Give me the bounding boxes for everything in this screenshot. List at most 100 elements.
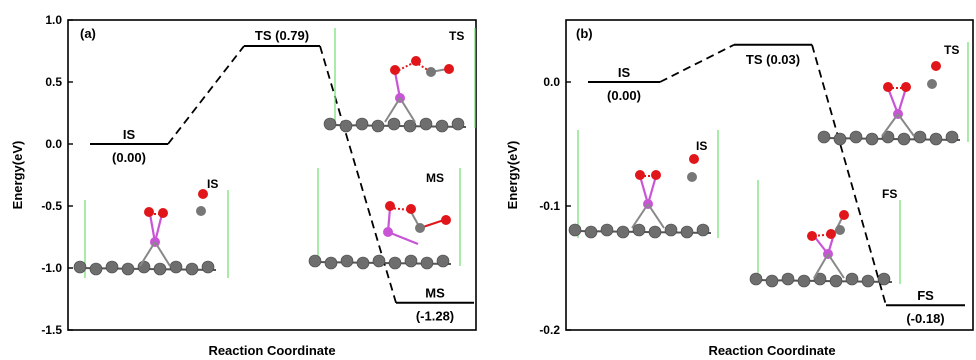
- carbon-sheet: [308, 254, 452, 270]
- panel-a-is-tag: IS: [207, 177, 218, 191]
- carbon-atom: [196, 206, 206, 216]
- ts-energy-label: TS (0.03): [746, 52, 800, 67]
- oxygen-atom: [883, 82, 893, 92]
- panel-a-xlabel: Reaction Coordinate: [208, 343, 335, 358]
- panel-b: (b) Reaction Coordinate Energy(eV) 0.0 -0…: [505, 19, 974, 358]
- panel-b-fs-structure: FS: [749, 180, 901, 288]
- carbon-atom: [89, 262, 103, 276]
- carbon-atom: [913, 130, 927, 144]
- panel-b-frame: [565, 19, 974, 331]
- carbon-atom: [765, 274, 779, 288]
- panel-a-ms-structure: MS: [308, 168, 461, 270]
- carbon-atom: [865, 132, 879, 146]
- panel-a-is-structure: IS: [73, 177, 229, 278]
- oxygen-atom: [826, 229, 836, 239]
- panel-b-xlabel: Reaction Coordinate: [708, 343, 835, 358]
- carbon-atom: [616, 225, 630, 239]
- state-name-is: IS: [123, 127, 136, 142]
- oxygen-atom: [390, 65, 400, 75]
- oxygen-atom: [931, 61, 941, 71]
- carbon-atom: [356, 256, 370, 270]
- carbon-atom: [426, 67, 436, 77]
- carbon-atom: [436, 254, 450, 268]
- panel-a: (a) Reaction Coordinate Energy(eV) 1.0 0.…: [10, 13, 477, 358]
- carbon-sheet: [749, 272, 893, 288]
- carbon-atom: [877, 272, 891, 286]
- carbon-atom: [861, 274, 875, 288]
- transition-connector: [167, 45, 245, 145]
- carbon-atom: [201, 260, 215, 274]
- carbon-atom: [696, 223, 710, 237]
- y-tick-label: 0.5: [45, 75, 62, 89]
- carbon-sheet: [817, 130, 961, 146]
- oxygen-atom: [385, 201, 395, 211]
- carbon-atom: [648, 225, 662, 239]
- carbon-atom: [355, 117, 369, 131]
- state-value-fs: (-0.18): [906, 311, 944, 326]
- y-tick-label: -1.0: [41, 261, 62, 275]
- panel-b-is-structure: IS: [568, 130, 719, 239]
- carbon-atom: [929, 132, 943, 146]
- carbon-atom: [687, 172, 697, 182]
- carbon-atom: [403, 119, 417, 133]
- oxygen-atom: [444, 64, 454, 74]
- carbon-atom: [945, 130, 959, 144]
- carbon-atom: [881, 130, 895, 144]
- carbon-atom: [339, 119, 353, 133]
- panel-a-ts-tag: TS: [449, 29, 464, 43]
- panel-a-label: (a): [80, 26, 96, 41]
- oxygen-atom: [635, 170, 645, 180]
- carbon-atom: [451, 117, 465, 131]
- oxygen-atom: [689, 154, 699, 164]
- y-tick-label: -1.5: [41, 323, 62, 337]
- carbon-atom: [105, 260, 119, 274]
- y-tick-label: -0.1: [539, 199, 560, 213]
- oxygen-atom: [411, 56, 421, 66]
- carbon-atom: [185, 262, 199, 276]
- carbon-atom: [749, 272, 763, 286]
- carbon-atom: [323, 117, 337, 131]
- oxygen-atom: [901, 82, 911, 92]
- panel-b-label: (b): [576, 26, 593, 41]
- panel-b-ylabel: Energy(eV): [505, 141, 520, 210]
- y-tick-label: 0.0: [45, 137, 62, 151]
- oxygen-atom: [144, 207, 154, 217]
- panel-b-ts-structure: TS: [817, 42, 969, 146]
- panel-a-energy-levels: IS (0.00) TS (0.79) MS (-1.28): [90, 28, 474, 324]
- carbon-sheet: [73, 260, 217, 276]
- panel-a-ylabel: Energy(eV): [10, 141, 25, 210]
- panel-b-is-tag: IS: [696, 139, 707, 153]
- carbon-atom: [435, 119, 449, 133]
- carbon-atom: [829, 274, 843, 288]
- state-name-ms: MS: [425, 286, 445, 301]
- transition-connector: [659, 43, 735, 83]
- oxygen-atom: [441, 215, 451, 225]
- carbon-atom: [73, 260, 87, 274]
- panel-b-ticks: 0.0 -0.1 -0.2: [539, 75, 571, 337]
- carbon-atom: [845, 272, 859, 286]
- oxygen-atom: [839, 210, 849, 220]
- y-tick-label: -0.5: [41, 199, 62, 213]
- carbon-atom: [420, 256, 434, 270]
- panel-b-ts-tag: TS: [944, 43, 959, 57]
- carbon-atom: [404, 254, 418, 268]
- state-name-is: IS: [618, 65, 631, 80]
- carbon-sheet: [323, 117, 467, 133]
- carbon-atom: [664, 223, 678, 237]
- carbon-atom: [835, 225, 845, 235]
- carbon-atom: [680, 225, 694, 239]
- carbon-atom: [324, 256, 338, 270]
- transition-connector: [811, 44, 887, 306]
- carbon-atom: [833, 132, 847, 146]
- carbon-atom: [897, 132, 911, 146]
- oxygen-atom: [198, 189, 208, 199]
- carbon-atom: [781, 272, 795, 286]
- carbon-atom: [927, 79, 937, 89]
- carbon-atom: [388, 256, 402, 270]
- carbon-atom: [797, 274, 811, 288]
- carbon-atom: [813, 272, 827, 286]
- carbon-atom: [849, 130, 863, 144]
- carbon-atom: [340, 254, 354, 268]
- y-tick-label: 0.0: [543, 75, 560, 89]
